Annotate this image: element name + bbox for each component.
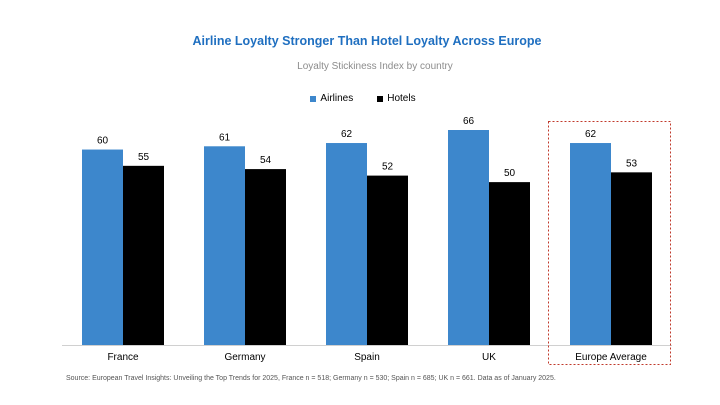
x-tick-label-spain: Spain bbox=[354, 352, 380, 363]
source-note: Source: European Travel Insights: Unveil… bbox=[66, 375, 556, 382]
data-label-airlines-europe-average: 62 bbox=[585, 129, 597, 140]
data-label-hotels-uk: 50 bbox=[504, 168, 516, 179]
data-label-hotels-france: 55 bbox=[138, 152, 150, 163]
bar-airlines-germany bbox=[204, 146, 245, 345]
legend-swatch-airlines bbox=[310, 95, 317, 102]
x-tick-label-uk: UK bbox=[482, 352, 496, 363]
data-label-airlines-uk: 66 bbox=[463, 116, 475, 127]
data-label-hotels-germany: 54 bbox=[260, 155, 272, 166]
highlight-box-europe-average bbox=[548, 121, 671, 365]
bar-airlines-europe-average bbox=[570, 143, 611, 345]
bar-airlines-france bbox=[82, 149, 123, 345]
data-label-airlines-france: 60 bbox=[97, 136, 109, 147]
data-label-hotels-spain: 52 bbox=[382, 162, 394, 173]
bar-hotels-france bbox=[123, 165, 164, 345]
bar-hotels-europe-average bbox=[611, 172, 652, 345]
legend-item-hotels: Hotels bbox=[377, 93, 416, 104]
bar-airlines-spain bbox=[326, 143, 367, 345]
legend-item-airlines: Airlines bbox=[310, 93, 353, 104]
legend-label-hotels: Hotels bbox=[387, 93, 416, 104]
data-label-hotels-europe-average: 53 bbox=[626, 158, 638, 169]
chart-legend: Airlines Hotels bbox=[0, 93, 720, 104]
legend-swatch-hotels bbox=[377, 95, 384, 102]
bar-hotels-spain bbox=[367, 175, 408, 345]
bar-airlines-uk bbox=[448, 130, 489, 345]
x-tick-label-europe-average: Europe Average bbox=[575, 352, 647, 363]
chart-subtitle: Loyalty Stickiness Index by country bbox=[297, 61, 453, 72]
data-label-airlines-germany: 61 bbox=[219, 132, 231, 143]
data-label-airlines-spain: 62 bbox=[341, 129, 353, 140]
bar-hotels-uk bbox=[489, 182, 530, 345]
chart-title: Airline Loyalty Stronger Than Hotel Loya… bbox=[192, 34, 542, 48]
bar-hotels-germany bbox=[245, 169, 286, 345]
legend-label-airlines: Airlines bbox=[320, 93, 354, 104]
x-tick-label-germany: Germany bbox=[224, 352, 265, 363]
x-tick-label-france: France bbox=[107, 352, 139, 363]
